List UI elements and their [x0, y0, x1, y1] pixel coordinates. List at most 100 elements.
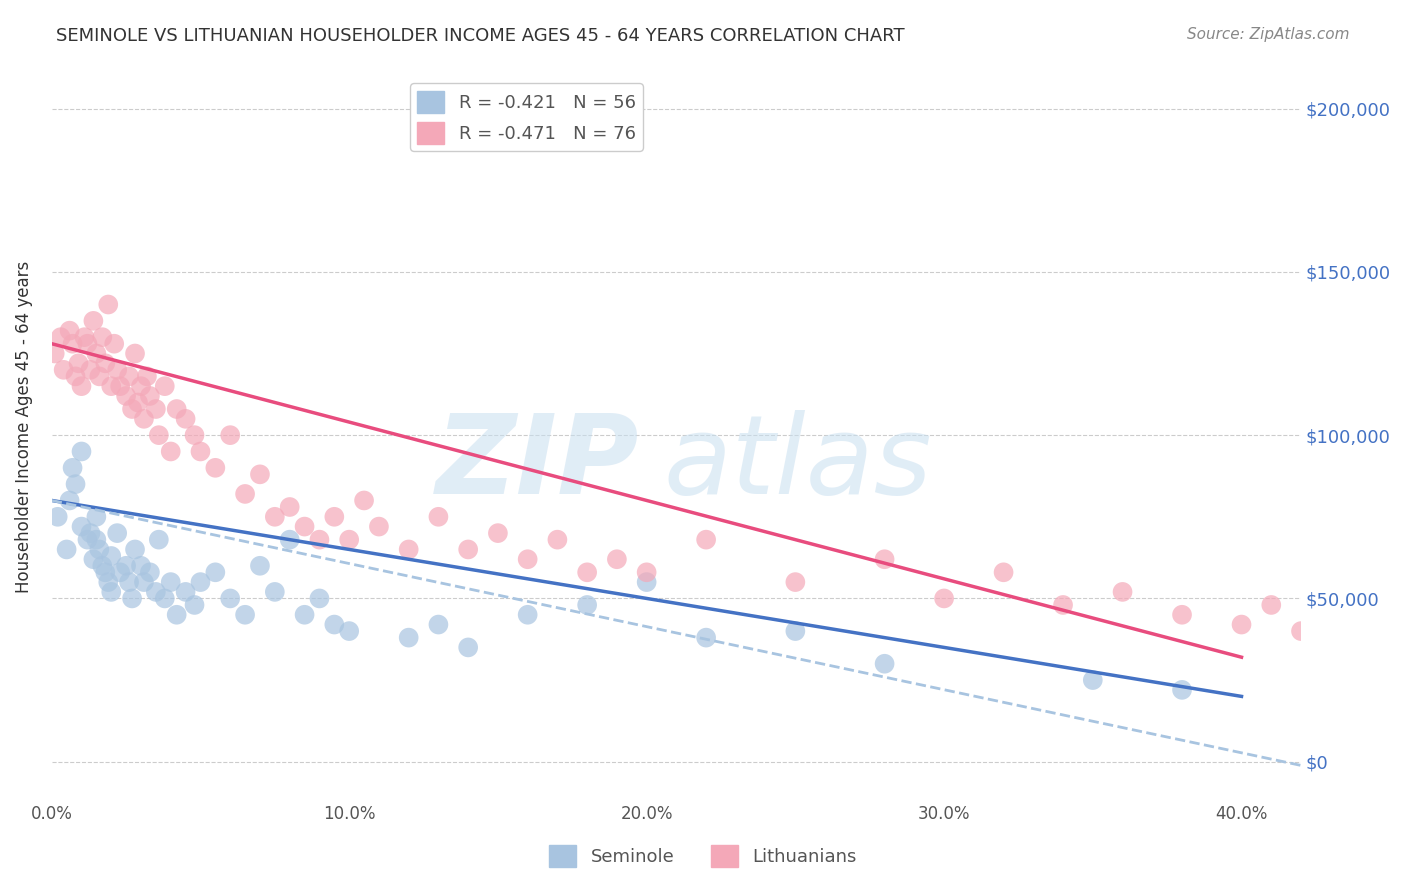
Point [695, 631, 717, 645]
Point [86, 509, 108, 524]
Point [1111, 585, 1133, 599]
Point [183, 598, 205, 612]
Point [353, 493, 375, 508]
Point [70, 444, 93, 458]
Point [308, 591, 330, 606]
Point [278, 533, 301, 547]
Point [204, 460, 226, 475]
Point [457, 542, 479, 557]
Point [100, 549, 122, 563]
Point [1081, 673, 1104, 687]
Point [58, 493, 80, 508]
Y-axis label: Householder Income Ages 45 - 64 years: Householder Income Ages 45 - 64 years [15, 260, 32, 593]
Point [82, 552, 104, 566]
Point [100, 585, 122, 599]
Point [145, 402, 167, 417]
Point [55, 542, 77, 557]
Point [486, 526, 509, 541]
Point [46, 509, 69, 524]
Point [91, 558, 114, 573]
Point [91, 330, 114, 344]
Text: ZIP: ZIP [436, 410, 638, 517]
Point [308, 533, 330, 547]
Point [219, 591, 242, 606]
Point [127, 395, 149, 409]
Point [873, 552, 896, 566]
Point [337, 624, 360, 638]
Point [139, 566, 162, 580]
Point [204, 566, 226, 580]
Point [398, 542, 420, 557]
Point [323, 509, 346, 524]
Point [121, 591, 143, 606]
Point [636, 575, 658, 590]
Point [94, 356, 117, 370]
Point [174, 585, 197, 599]
Point [294, 607, 316, 622]
Point [97, 575, 120, 590]
Point [132, 575, 155, 590]
Point [139, 389, 162, 403]
Point [1230, 617, 1253, 632]
Point [546, 533, 568, 547]
Point [148, 533, 170, 547]
Point [516, 607, 538, 622]
Point [129, 558, 152, 573]
Point [368, 519, 391, 533]
Point [79, 363, 101, 377]
Point [1171, 682, 1194, 697]
Point [129, 379, 152, 393]
Point [153, 379, 176, 393]
Point [121, 402, 143, 417]
Point [1350, 640, 1372, 655]
Point [606, 552, 628, 566]
Point [148, 428, 170, 442]
Point [166, 402, 188, 417]
Point [115, 389, 138, 403]
Point [174, 412, 197, 426]
Text: atlas: atlas [664, 410, 932, 517]
Point [576, 566, 599, 580]
Point [323, 617, 346, 632]
Point [1289, 624, 1312, 638]
Point [115, 558, 138, 573]
Point [278, 500, 301, 514]
Point [337, 533, 360, 547]
Point [62, 460, 84, 475]
Point [190, 444, 212, 458]
Point [49, 330, 72, 344]
Point [932, 591, 955, 606]
Point [86, 346, 108, 360]
Point [1052, 598, 1074, 612]
Point [457, 640, 479, 655]
Point [100, 379, 122, 393]
Point [636, 566, 658, 580]
Point [695, 533, 717, 547]
Point [785, 575, 807, 590]
Text: Source: ZipAtlas.com: Source: ZipAtlas.com [1187, 27, 1350, 42]
Point [159, 575, 181, 590]
Point [82, 314, 104, 328]
Point [153, 591, 176, 606]
Legend: R = -0.421   N = 56, R = -0.471   N = 76: R = -0.421 N = 56, R = -0.471 N = 76 [411, 83, 643, 151]
Point [1379, 650, 1402, 665]
Point [263, 585, 285, 599]
Point [70, 519, 93, 533]
Point [136, 369, 159, 384]
Point [70, 379, 93, 393]
Point [73, 330, 96, 344]
Point [1319, 631, 1341, 645]
Point [233, 607, 256, 622]
Point [124, 542, 146, 557]
Point [132, 412, 155, 426]
Point [1171, 607, 1194, 622]
Point [159, 444, 181, 458]
Point [89, 542, 111, 557]
Point [166, 607, 188, 622]
Point [105, 363, 128, 377]
Point [427, 509, 450, 524]
Point [233, 487, 256, 501]
Point [44, 346, 66, 360]
Point [97, 297, 120, 311]
Point [219, 428, 242, 442]
